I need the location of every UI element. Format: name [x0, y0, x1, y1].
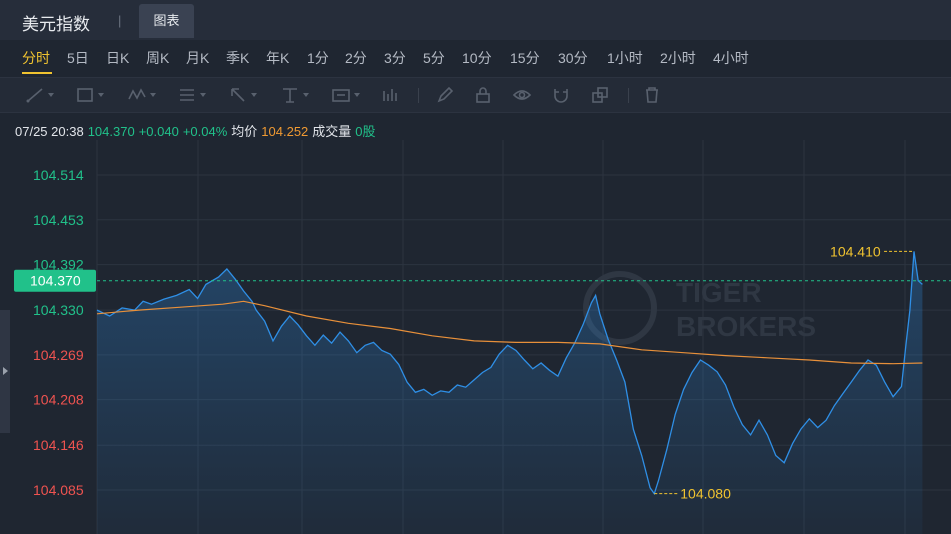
magnet-icon[interactable] — [551, 85, 571, 105]
wave-tool-icon[interactable] — [127, 85, 156, 105]
bar-mark-icon[interactable] — [380, 85, 400, 105]
period-tabs: 分时 5日 日K 周K 月K 季K 年K 1分 2分 3分 5分 10分 15分 30分 1小时 2小时 4小时 — [0, 40, 951, 76]
side-panel-handle[interactable] — [0, 310, 10, 433]
period-tab-7[interactable]: 1分 — [307, 50, 329, 66]
period-tab-3[interactable]: 周K — [146, 50, 170, 66]
y-tick-label: 104.208 — [33, 392, 84, 408]
period-tab-12[interactable]: 15分 — [510, 50, 540, 66]
quote-change-pct: +0.04% — [182, 124, 228, 139]
period-tab-5[interactable]: 季K — [226, 50, 250, 66]
rectangle-tool-icon[interactable] — [75, 85, 104, 105]
quote-info-line: 07/25 20:38 104.370 +0.040 +0.04% 均价 104.252 成… — [15, 121, 380, 140]
app-title: 美元指数 — [22, 15, 90, 34]
period-tab-4[interactable]: 月K — [186, 50, 210, 66]
tab-chart[interactable]: 图表 — [139, 4, 194, 38]
y-tick-label: 104.453 — [33, 212, 84, 228]
tiger-watermark-logo: TIGER BROKERS — [583, 271, 816, 345]
y-tick-label: 104.330 — [33, 302, 84, 318]
y-tick-label: 104.514 — [33, 167, 84, 183]
y-tick-label: 104.269 — [33, 347, 84, 363]
period-tab-13[interactable]: 30分 — [558, 50, 588, 66]
volume-label: 成交量 — [312, 124, 352, 139]
active-period-underline — [22, 72, 52, 74]
price-area-fill — [97, 251, 923, 534]
quote-datetime: 07/25 20:38 — [15, 124, 84, 139]
drawing-toolbar — [0, 77, 951, 113]
period-tab-16[interactable]: 4小时 — [713, 50, 749, 66]
y-tick-label: 104.085 — [33, 482, 84, 498]
svg-text:BROKERS: BROKERS — [676, 311, 816, 342]
intraday-chart[interactable]: TIGER BROKERS 104.514 104.453 104.392 104.33… — [0, 140, 951, 534]
label-tool-icon[interactable] — [331, 85, 360, 105]
period-tab-15[interactable]: 2小时 — [660, 50, 696, 66]
toolbar-separator — [418, 88, 419, 103]
arrow-tool-icon[interactable] — [228, 85, 257, 105]
period-tab-0[interactable]: 分时 — [22, 50, 50, 66]
line-tool-icon[interactable] — [25, 85, 54, 105]
period-tab-11[interactable]: 10分 — [462, 50, 492, 66]
price-line — [96, 251, 923, 496]
layers-icon[interactable] — [590, 85, 610, 105]
channel-tool-icon[interactable] — [177, 85, 206, 105]
text-tool-icon[interactable] — [280, 85, 309, 105]
y-tick-label: 104.146 — [33, 437, 84, 453]
high-value-label: 104.410 — [830, 243, 881, 259]
toolbar-separator — [628, 88, 629, 103]
y-tick-label: 104.392 — [33, 257, 84, 273]
quote-price: 104.370 — [87, 124, 135, 139]
period-tab-8[interactable]: 2分 — [345, 50, 367, 66]
title-bar: 美元指数 | 图表 — [0, 0, 951, 40]
pen-icon[interactable] — [435, 85, 455, 105]
current-price-tag — [14, 269, 96, 292]
lock-icon[interactable] — [473, 85, 493, 105]
expand-arrow-icon — [3, 367, 8, 375]
period-tab-1[interactable]: 5日 — [67, 50, 89, 66]
period-tab-14[interactable]: 1小时 — [607, 50, 643, 66]
title-separator: | — [118, 13, 122, 28]
eye-icon[interactable] — [512, 85, 532, 105]
trash-icon[interactable] — [642, 85, 662, 105]
avg-label: 均价 — [231, 124, 258, 139]
svg-text:TIGER: TIGER — [676, 277, 762, 308]
period-tab-9[interactable]: 3分 — [384, 50, 406, 66]
average-price-line — [96, 300, 923, 365]
avg-value: 104.252 — [261, 124, 309, 139]
period-tab-2[interactable]: 日K — [106, 50, 130, 66]
current-price-label: 104.370 — [30, 273, 81, 289]
period-tab-6[interactable]: 年K — [266, 50, 290, 66]
volume-value: 0股 — [355, 124, 376, 139]
low-value-label: 104.080 — [680, 486, 731, 502]
period-tab-10[interactable]: 5分 — [423, 50, 445, 66]
quote-change: +0.040 — [138, 124, 179, 139]
